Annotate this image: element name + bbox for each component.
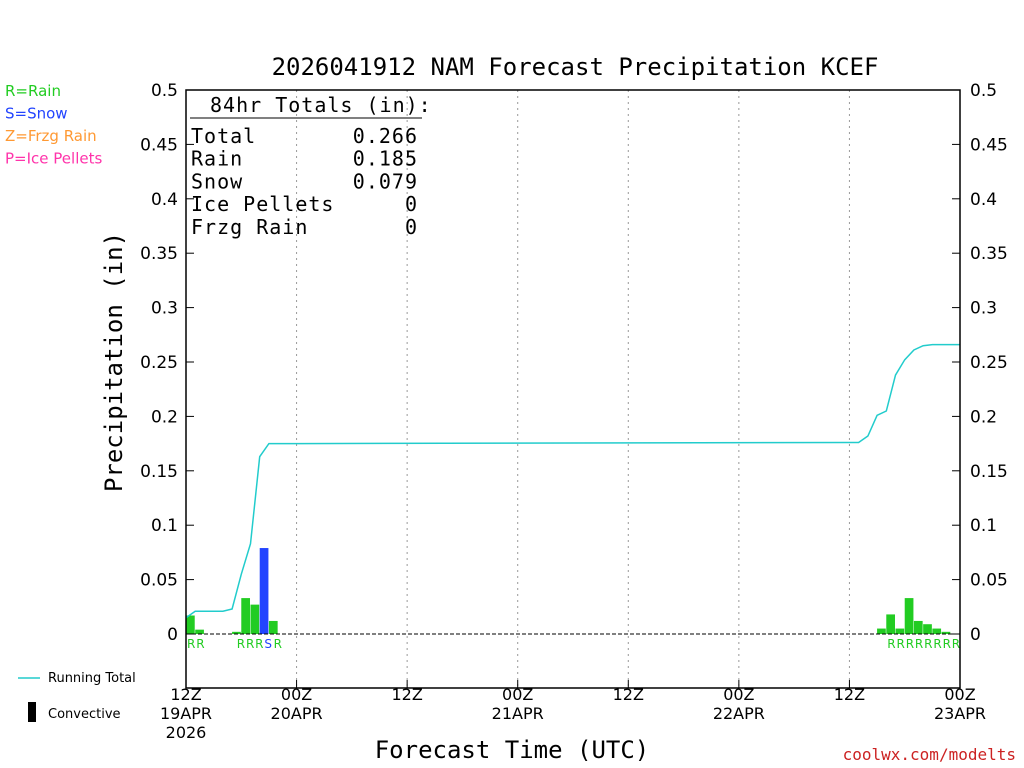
y-tick-label-right: 0.25 [970, 353, 1008, 373]
running-total-line [185, 343, 960, 619]
precip-bar [886, 614, 895, 634]
running-total-legend-label: Running Total [48, 671, 136, 686]
legend-type-0: R=Rain [5, 82, 61, 100]
x-tick-label: 20APR [271, 704, 323, 723]
legend-type-2: Z=Frzg Rain [5, 127, 97, 145]
x-tick-label: 12Z [834, 685, 865, 704]
x-tick-label: 19APR [160, 704, 212, 723]
precip-type-label: R [255, 637, 263, 651]
y-tick-label-left: 0.4 [151, 190, 178, 210]
y-tick-label-left: 0.3 [151, 299, 178, 319]
x-tick-label: 00Z [281, 685, 312, 704]
precip-type-label: R [187, 637, 195, 651]
x-tick-label: 21APR [492, 704, 544, 723]
y-tick-label-left: 0.45 [140, 135, 178, 155]
chart-title: 2026041912 NAM Forecast Precipitation KC… [272, 53, 879, 81]
precip-bar [241, 598, 250, 634]
x-tick-label: 00Z [944, 685, 975, 704]
precip-type-legend: R=Rain S=Snow Z=Frzg Rain P=Ice Pellets [5, 82, 102, 168]
precip-bar [923, 624, 932, 634]
y-tick-label-left: 0.35 [140, 244, 178, 264]
grid-lines [296, 90, 850, 688]
x-tick-label: 00Z [502, 685, 533, 704]
precip-bar [259, 548, 269, 634]
precip-type-label: R [933, 637, 941, 651]
totals-label: Frzg Rain [191, 215, 308, 239]
precip-bar [250, 604, 260, 634]
totals-value: 0 [405, 215, 418, 239]
precip-type-label: R [246, 637, 254, 651]
totals-label: Rain [191, 147, 243, 171]
y-tick-label-right: 0.5 [970, 81, 997, 101]
precip-type-label: R [924, 637, 932, 651]
convective-legend-label: Convective [48, 707, 121, 722]
y-tick-label-left: 0.5 [151, 81, 178, 101]
precip-type-label: R [237, 637, 245, 651]
x-tick-label: 12Z [391, 685, 422, 704]
convective-legend-swatch [28, 702, 36, 722]
y-tick-label-right: 0.1 [970, 516, 997, 536]
y-tick-label-left: 0.2 [151, 407, 178, 427]
totals-value: 0 [405, 192, 418, 216]
precip-bar [904, 598, 914, 634]
y-tick-label-right: 0.15 [970, 462, 1008, 482]
y-tick-label-right: 0.45 [970, 135, 1008, 155]
precip-bar [932, 628, 942, 634]
x-axis-label: Forecast Time (UTC) [375, 736, 650, 764]
x-tick-label: 12Z [170, 685, 201, 704]
precip-type-label: R [196, 637, 204, 651]
precip-bar [941, 631, 951, 634]
precip-bar [913, 620, 923, 634]
y-tick-label-left: 0 [167, 625, 178, 645]
precip-bar [195, 629, 204, 634]
totals-value: 0.185 [353, 147, 418, 171]
x-tick-label: 00Z [723, 685, 754, 704]
x-tick-label: 12Z [613, 685, 644, 704]
precip-type-label: R [952, 637, 960, 651]
precip-type-label: R [274, 637, 282, 651]
y-tick-label-left: 0.25 [140, 353, 178, 373]
y-tick-label-right: 0.2 [970, 407, 997, 427]
y-tick-label-right: 0.3 [970, 299, 997, 319]
x-tick-label: 23APR [934, 704, 986, 723]
totals-header: 84hr Totals (in): [210, 93, 432, 117]
legend-type-3: P=Ice Pellets [5, 150, 102, 168]
y-tick-label-right: 0.4 [970, 190, 997, 210]
precip-bar [268, 620, 278, 634]
totals-value: 0.079 [353, 169, 418, 193]
y-tick-label-right: 0 [970, 625, 981, 645]
y-tick-label-right: 0.35 [970, 244, 1008, 264]
precip-type-label: R [915, 637, 923, 651]
precip-type-label: S [264, 637, 272, 651]
y-tick-label-left: 0.15 [140, 462, 178, 482]
precip-type-label: R [887, 637, 895, 651]
precip-bar [877, 628, 886, 634]
precip-bar [232, 631, 241, 634]
totals-label: Snow [191, 169, 243, 193]
y-tick-label-left: 0.1 [151, 516, 178, 536]
precip-bars [186, 548, 951, 634]
precip-type-label: R [906, 637, 914, 651]
totals-box: 84hr Totals (in): Total 0.266 Rain 0.185 Sno… [190, 93, 432, 239]
y-axis-ticks: 0 00.05 0.050.1 0.10.15 0.150.2 0.20.25 0.250.… [140, 81, 1008, 645]
precip-bar [186, 615, 195, 634]
precip-bar [895, 628, 905, 634]
precip-type-label: R [897, 637, 905, 651]
y-tick-label-right: 0.05 [970, 571, 1008, 591]
plot-frame [185, 89, 961, 689]
totals-label: Total [191, 124, 256, 148]
totals-label: Ice Pellets [191, 192, 334, 216]
credit-text: coolwx.com/modelts [843, 745, 1016, 764]
precip-type-label: R [943, 637, 951, 651]
y-tick-label-left: 0.05 [140, 571, 178, 591]
x-tick-label: 22APR [713, 704, 765, 723]
x-tick-label: 2026 [166, 723, 207, 742]
legend-type-1: S=Snow [5, 105, 68, 123]
totals-value: 0.266 [353, 124, 418, 148]
y-axis-label: Precipitation (in) [100, 232, 128, 492]
